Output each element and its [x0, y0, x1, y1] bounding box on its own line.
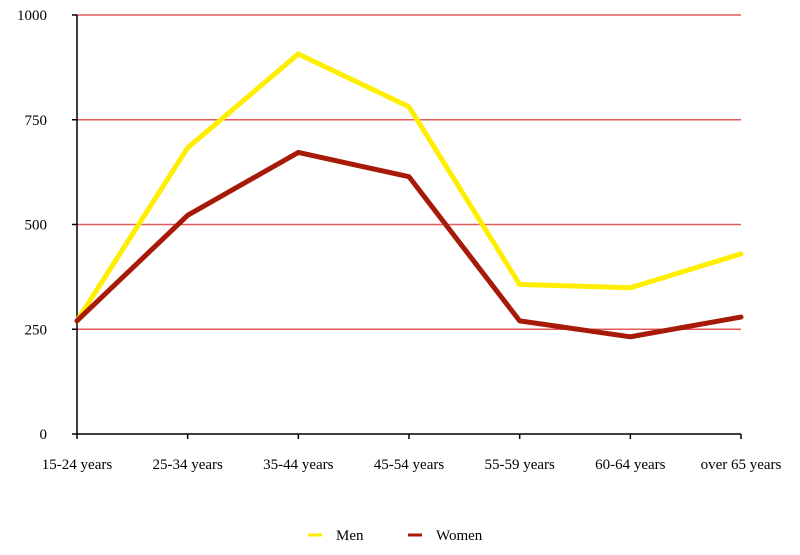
x-tick-label: 45-54 years [374, 457, 445, 473]
y-tick-label: 250 [25, 322, 48, 338]
x-tick-label: over 65 years [701, 457, 782, 473]
series-lines [74, 51, 744, 340]
series-line-women [74, 149, 744, 340]
legend: Men Women [308, 528, 483, 544]
y-tick-label: 0 [40, 427, 48, 443]
x-tick-label: 25-34 years [152, 457, 223, 473]
x-tick-labels: 15-24 years 25-34 years 35-44 years 45-54 y… [42, 457, 782, 473]
x-tick-label: 60-64 years [595, 457, 666, 473]
legend-label-men: Men [336, 528, 364, 544]
series-line-men [74, 51, 744, 324]
axes [72, 14, 742, 439]
y-tick-label: 500 [25, 218, 48, 234]
x-tick-label: 35-44 years [263, 457, 334, 473]
y-tick-labels: 0 250 500 750 1000 [17, 8, 47, 443]
y-tick-label: 1000 [17, 8, 47, 24]
x-tick-label: 15-24 years [42, 457, 113, 473]
legend-label-women: Women [436, 528, 483, 544]
gridlines [77, 14, 741, 330]
y-tick-label: 750 [25, 113, 48, 129]
x-tick-label: 55-59 years [484, 457, 555, 473]
